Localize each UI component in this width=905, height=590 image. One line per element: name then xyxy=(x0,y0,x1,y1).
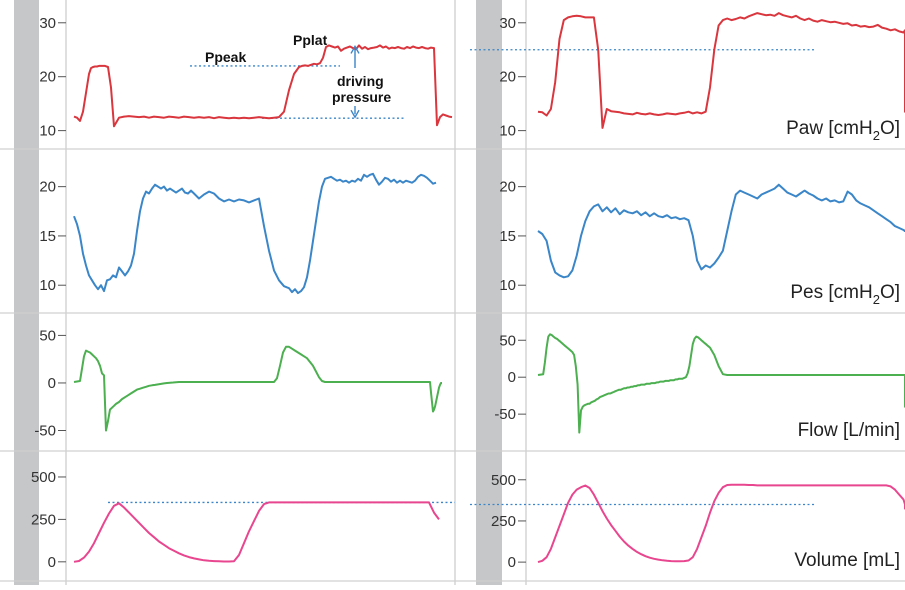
y-tick-label: 20 xyxy=(39,179,56,196)
y-tick-label: -50 xyxy=(34,422,56,439)
y-tick-label: 30 xyxy=(499,15,516,32)
panel-pes-left: 10 15 20 xyxy=(39,172,437,295)
annotation-driving: driving xyxy=(337,73,384,89)
y-tick-label: 0 xyxy=(508,554,516,571)
panel-paw-left: 10 20 30 xyxy=(39,15,453,140)
annotation-pplat: Pplat xyxy=(293,32,328,48)
series-line-pes xyxy=(73,172,437,295)
y-tick-label: 10 xyxy=(39,277,56,294)
panel-label-volume: Volume [mL] xyxy=(794,550,900,571)
y-tick-label: 30 xyxy=(39,15,56,32)
y-tick-label: 50 xyxy=(499,332,516,349)
y-tick-label: -50 xyxy=(494,406,516,423)
annotation-ppeak: Ppeak xyxy=(205,49,246,65)
y-tick-label: 20 xyxy=(39,69,56,86)
y-tick-label: 250 xyxy=(491,513,516,530)
panel-label-flow: Flow [L/min] xyxy=(798,420,900,441)
y-tick-label: 0 xyxy=(48,554,56,571)
series-line-pes xyxy=(537,183,905,279)
y-tick-label: 10 xyxy=(39,123,56,140)
y-tick-label: 20 xyxy=(499,69,516,86)
series-line-flow xyxy=(73,345,442,432)
right-axis-strip xyxy=(476,0,502,585)
y-tick-label: 20 xyxy=(499,179,516,196)
series-line-paw xyxy=(73,44,453,128)
y-tick-label: 10 xyxy=(499,277,516,294)
annotation-pressure: pressure xyxy=(332,89,391,105)
series-line-volume xyxy=(537,483,905,564)
panel-paw-right: 10 20 30 Paw [cmH2O] xyxy=(470,12,905,143)
y-tick-label: 15 xyxy=(499,228,516,245)
series-line-volume xyxy=(73,501,440,563)
y-tick-label: 0 xyxy=(48,375,56,392)
y-tick-label: 0 xyxy=(508,369,516,386)
panel-volume-right: 0 250 500 Volume [mL] xyxy=(470,472,905,571)
panel-flow-right: -50 0 50 Flow [L/min] xyxy=(494,332,905,441)
panel-label-pes: Pes [cmH2O] xyxy=(790,282,900,307)
panel-volume-left: 0 250 500 xyxy=(31,469,455,571)
driving-pressure-arrow xyxy=(350,45,360,119)
series-line-paw xyxy=(537,12,905,129)
panel-pes-right: 10 15 20 Pes [cmH2O] xyxy=(499,179,905,307)
y-tick-label: 500 xyxy=(491,472,516,489)
panel-label-paw: Paw [cmH2O] xyxy=(786,118,900,143)
y-tick-label: 15 xyxy=(39,228,56,245)
y-tick-label: 50 xyxy=(39,327,56,344)
y-tick-label: 10 xyxy=(499,123,516,140)
left-axis-strip xyxy=(14,0,39,585)
y-tick-label: 250 xyxy=(31,511,56,528)
series-line-flow xyxy=(537,333,905,434)
y-tick-label: 500 xyxy=(31,469,56,486)
panel-flow-left: -50 0 50 xyxy=(34,327,442,439)
